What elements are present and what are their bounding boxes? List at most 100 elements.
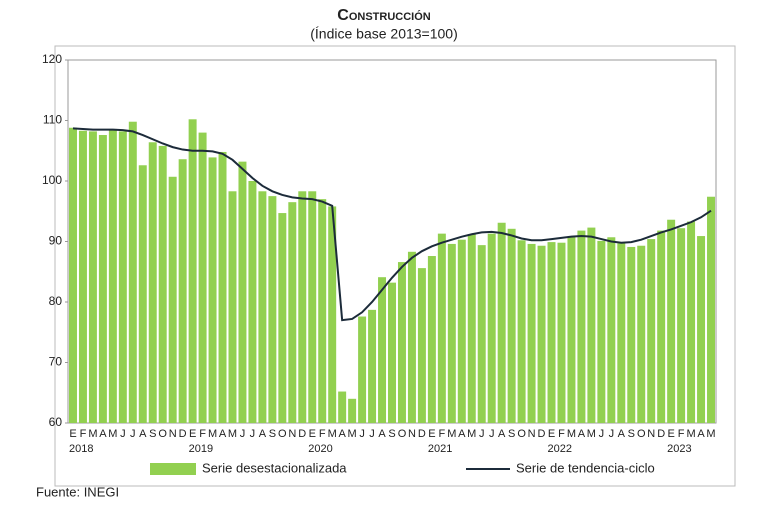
bar xyxy=(248,181,257,423)
x-tick-label: M xyxy=(467,428,476,440)
bar xyxy=(457,239,466,423)
x-tick-label: M xyxy=(88,428,97,440)
bar xyxy=(388,282,396,423)
x-tick-label: F xyxy=(319,428,326,440)
bar xyxy=(138,165,147,423)
x-tick-label: E xyxy=(428,428,435,440)
bar xyxy=(507,228,516,423)
x-tick-label: D xyxy=(298,428,306,440)
x-tick-label: J xyxy=(130,428,136,440)
chart-subtitle: (Índice base 2013=100) xyxy=(310,26,458,42)
bar xyxy=(268,196,277,423)
x-tick-label: M xyxy=(447,428,456,440)
x-tick-label: E xyxy=(667,428,674,440)
year-label: 2022 xyxy=(548,443,572,455)
x-tick-label: E xyxy=(548,428,555,440)
bar xyxy=(328,206,337,423)
x-tick-label: O xyxy=(158,428,167,440)
x-tick-label: J xyxy=(609,428,615,440)
x-tick-label: D xyxy=(538,428,546,440)
bar xyxy=(378,277,387,423)
year-label: 2021 xyxy=(428,443,452,455)
x-tick-label: M xyxy=(706,428,715,440)
bar xyxy=(108,128,117,423)
x-tick-label: E xyxy=(69,428,76,440)
x-tick-label: M xyxy=(348,428,357,440)
bar xyxy=(308,191,317,423)
bar xyxy=(617,243,626,423)
x-tick-label: O xyxy=(637,428,646,440)
bar xyxy=(358,316,367,423)
x-tick-label: S xyxy=(628,428,635,440)
bar xyxy=(647,239,656,423)
x-tick-label: E xyxy=(309,428,316,440)
bar xyxy=(218,151,227,423)
chart-title: Construcción xyxy=(337,7,430,24)
x-tick-label: J xyxy=(369,428,375,440)
bar xyxy=(437,233,446,423)
y-tick-label: 100 xyxy=(42,173,62,187)
x-tick-label: A xyxy=(458,428,466,440)
x-tick-label: F xyxy=(80,428,87,440)
bar xyxy=(98,135,107,423)
x-tick-label: A xyxy=(259,428,267,440)
bar xyxy=(687,221,696,423)
x-tick-label: E xyxy=(189,428,196,440)
bar xyxy=(537,245,546,423)
x-tick-label: M xyxy=(686,428,695,440)
bar xyxy=(517,240,526,423)
x-tick-label: A xyxy=(139,428,147,440)
x-tick-label: A xyxy=(498,428,506,440)
bar xyxy=(128,121,137,424)
y-tick-label: 110 xyxy=(43,113,62,127)
bar xyxy=(368,309,377,423)
bar xyxy=(427,256,436,423)
y-tick-label: 60 xyxy=(49,415,63,429)
x-tick-label: S xyxy=(149,428,156,440)
x-tick-label: M xyxy=(108,428,117,440)
bar xyxy=(228,191,237,423)
bar xyxy=(198,132,207,423)
y-tick-label: 120 xyxy=(42,52,62,66)
x-tick-label: A xyxy=(578,428,586,440)
bar xyxy=(587,227,596,423)
bar xyxy=(697,236,706,423)
bar xyxy=(417,268,426,423)
x-tick-label: A xyxy=(99,428,107,440)
x-tick-label: M xyxy=(587,428,596,440)
x-tick-label: M xyxy=(567,428,576,440)
bar xyxy=(597,240,606,423)
bar xyxy=(208,157,217,423)
bar xyxy=(677,228,686,423)
x-tick-label: J xyxy=(240,428,246,440)
y-tick-label: 80 xyxy=(49,294,63,308)
bar xyxy=(78,130,87,423)
year-label: 2023 xyxy=(667,443,691,455)
legend-label: Serie desestacionalizada xyxy=(202,460,347,475)
x-tick-label: N xyxy=(169,428,177,440)
x-tick-label: J xyxy=(250,428,256,440)
x-tick-label: A xyxy=(338,428,346,440)
x-tick-label: D xyxy=(657,428,665,440)
x-tick-label: A xyxy=(219,428,227,440)
bar xyxy=(238,161,247,423)
bar xyxy=(477,245,486,423)
bar xyxy=(318,199,327,423)
trend-line xyxy=(72,127,712,322)
bar xyxy=(527,243,536,423)
bar xyxy=(68,127,77,423)
x-tick-label: F xyxy=(558,428,565,440)
x-tick-label: J xyxy=(479,428,485,440)
year-label: 2018 xyxy=(69,443,93,455)
x-tick-label: J xyxy=(359,428,365,440)
x-tick-label: F xyxy=(199,428,206,440)
bar xyxy=(487,233,496,423)
bar xyxy=(148,142,157,423)
bar xyxy=(637,245,646,423)
bar xyxy=(298,191,307,423)
x-tick-label: F xyxy=(678,428,685,440)
x-tick-label: A xyxy=(618,428,626,440)
legend-label: Serie de tendencia-ciclo xyxy=(516,460,655,475)
bar xyxy=(397,262,406,423)
x-tick-label: A xyxy=(378,428,386,440)
